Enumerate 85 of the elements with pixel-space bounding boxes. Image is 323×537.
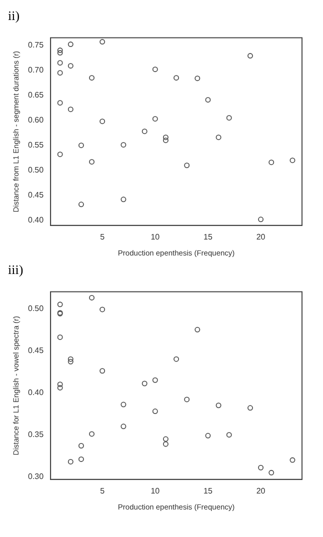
x-tick-label: 5 <box>100 232 106 242</box>
point <box>216 134 222 140</box>
y-tick-label: 0.70 <box>28 66 44 75</box>
point <box>68 63 74 69</box>
x-tick-label: 10 <box>150 486 160 496</box>
x-tick-label: 20 <box>256 486 266 496</box>
point <box>78 142 84 148</box>
point <box>174 75 180 81</box>
point <box>226 115 232 121</box>
x-tick-label: 5 <box>100 486 106 496</box>
point <box>68 42 74 48</box>
point <box>78 443 84 448</box>
point <box>57 70 63 76</box>
y-tick-label: 0.50 <box>28 166 44 175</box>
x-tick-label: 10 <box>150 232 160 242</box>
point <box>268 160 274 166</box>
point <box>205 97 211 103</box>
point <box>57 100 63 106</box>
point <box>174 356 180 362</box>
point <box>89 75 95 81</box>
y-tick-label: 0.35 <box>28 430 44 440</box>
point <box>57 152 63 158</box>
point <box>216 402 222 408</box>
point <box>258 464 264 470</box>
point <box>205 432 211 438</box>
point <box>152 408 158 414</box>
point <box>57 382 63 388</box>
point <box>57 334 63 340</box>
y-tick-label: 0.30 <box>28 472 44 482</box>
point <box>184 162 190 168</box>
y-tick-label: 0.55 <box>28 140 44 150</box>
point <box>226 432 232 438</box>
point <box>68 458 74 464</box>
point <box>57 48 63 54</box>
y-tick-label: 0.40 <box>28 216 44 225</box>
point <box>290 457 296 463</box>
point <box>57 50 63 56</box>
point <box>68 106 74 112</box>
y-tick-label: 0.60 <box>28 116 44 125</box>
y-tick-label: 0.50 <box>28 304 44 313</box>
x-tick-label: 15 <box>204 486 213 496</box>
point <box>162 441 168 447</box>
point <box>100 306 106 312</box>
chart-title: ii) <box>8 8 21 25</box>
point <box>57 60 63 66</box>
point <box>142 128 148 134</box>
point <box>268 470 274 476</box>
point <box>290 158 296 164</box>
point <box>57 384 63 390</box>
point <box>162 436 168 442</box>
y-tick-label: 0.75 <box>28 40 44 50</box>
point <box>89 159 95 165</box>
x-tick-label: 20 <box>256 232 266 242</box>
y-tick-label: 0.45 <box>28 190 44 200</box>
point <box>194 76 200 82</box>
point <box>89 294 95 300</box>
point <box>247 405 253 411</box>
point <box>162 138 168 144</box>
chart-title: iii) <box>8 262 24 279</box>
point <box>78 456 84 462</box>
point <box>120 196 126 202</box>
point <box>57 302 63 308</box>
point <box>120 402 126 408</box>
point <box>194 326 200 332</box>
y-tick-label: 0.65 <box>28 90 44 100</box>
point <box>258 216 264 222</box>
point <box>68 356 74 362</box>
point <box>120 142 126 148</box>
point <box>142 380 148 386</box>
x-tick-label: 15 <box>204 232 213 242</box>
point <box>152 66 158 72</box>
point <box>120 424 126 430</box>
point <box>247 53 253 59</box>
point <box>162 134 168 140</box>
point <box>89 431 95 437</box>
y-tick-label: 0.45 <box>28 346 44 355</box>
point <box>68 358 74 364</box>
y-tick-label: 0.40 <box>28 388 44 397</box>
point <box>78 202 84 208</box>
point <box>152 377 158 383</box>
point <box>100 368 106 374</box>
point <box>152 116 158 122</box>
point <box>100 118 106 124</box>
point <box>100 39 106 45</box>
point <box>184 396 190 402</box>
